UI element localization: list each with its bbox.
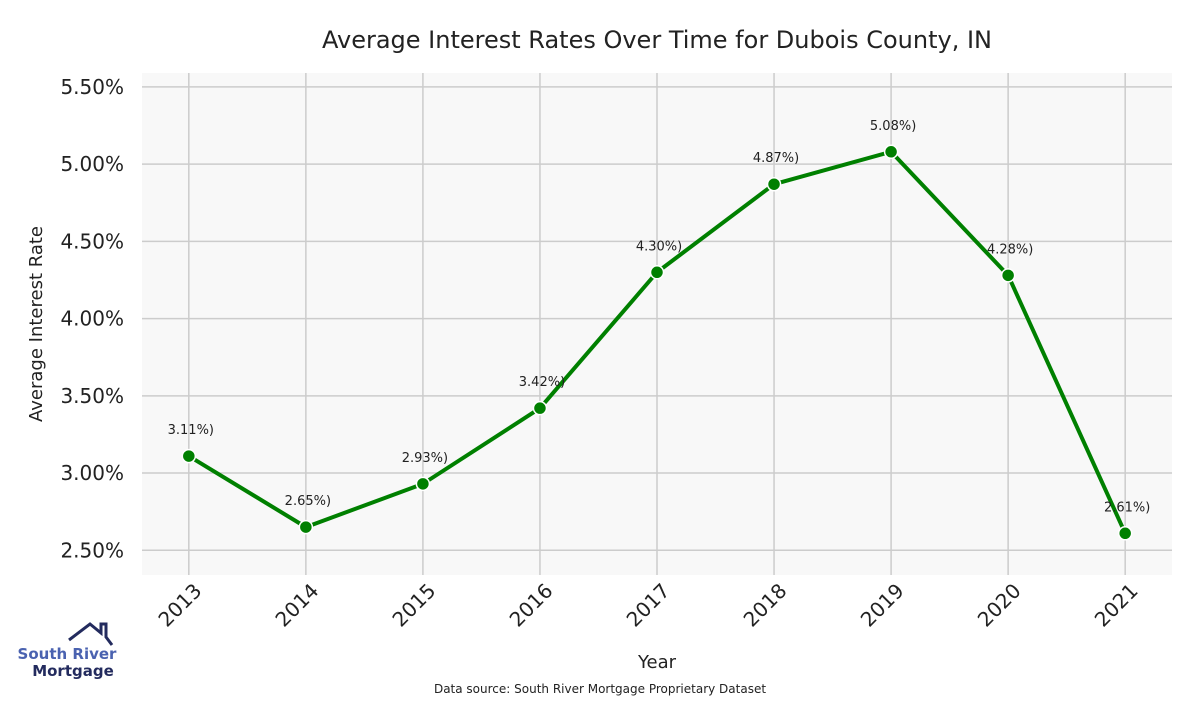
grid <box>142 73 1172 575</box>
x-tick-label: 2014 <box>270 579 323 632</box>
data-label: 3.11%) <box>168 423 214 438</box>
data-point <box>298 519 314 535</box>
data-source-note: Data source: South River Mortgage Propri… <box>434 682 766 696</box>
y-axis: 2.50% 3.00% 3.50% 4.00% 4.50% 5.00% 5.50% <box>60 75 124 562</box>
x-tick-label: 2015 <box>387 579 440 632</box>
data-point <box>649 265 665 280</box>
x-tick-label: 2013 <box>153 579 206 632</box>
x-tick-label: 2021 <box>1090 579 1143 632</box>
y-tick-label: 3.00% <box>60 461 124 485</box>
data-label: 5.08%) <box>870 119 916 134</box>
data-points <box>181 144 1133 541</box>
data-point <box>532 400 548 416</box>
data-labels: 3.11%) 2.65%) 2.93%) 3.42%) 4.30%) 4.87%) 5.08… <box>168 119 1151 516</box>
y-tick-label: 4.50% <box>60 229 124 253</box>
y-tick-label: 2.50% <box>60 538 124 562</box>
x-tick-label: 2017 <box>622 579 675 632</box>
data-point <box>1117 526 1133 541</box>
x-axis-label: Year <box>637 652 677 673</box>
data-label: 3.42%) <box>519 375 565 390</box>
logo: South River Mortgage <box>18 622 118 680</box>
x-axis: 2013 2014 2015 2016 2017 2018 2019 2020 2021 <box>153 579 1142 632</box>
logo-line1: South River <box>18 645 118 663</box>
x-tick-label: 2020 <box>973 579 1026 632</box>
x-tick-label: 2018 <box>739 579 792 632</box>
y-tick-label: 5.50% <box>60 75 124 99</box>
y-tick-label: 5.00% <box>60 152 124 176</box>
data-point <box>415 476 431 492</box>
data-label: 2.65%) <box>285 494 331 509</box>
data-label: 2.61%) <box>1104 500 1150 515</box>
data-label: 4.28%) <box>987 242 1033 257</box>
data-point <box>181 448 197 464</box>
data-point <box>1000 268 1016 283</box>
house-roof-icon <box>68 622 114 646</box>
data-label: 4.87%) <box>753 151 799 166</box>
y-tick-label: 4.00% <box>60 307 124 331</box>
data-label: 2.93%) <box>402 451 448 466</box>
y-tick-label: 3.50% <box>60 384 124 408</box>
data-point <box>883 144 899 160</box>
data-label: 4.30%) <box>636 239 682 254</box>
x-tick-label: 2016 <box>505 579 558 632</box>
y-axis-label: Average Interest Rate <box>26 226 47 422</box>
logo-line2: Mortgage <box>32 662 114 680</box>
chart-title: Average Interest Rates Over Time for Dub… <box>322 26 992 54</box>
data-point <box>766 176 782 192</box>
x-tick-label: 2019 <box>856 579 909 632</box>
